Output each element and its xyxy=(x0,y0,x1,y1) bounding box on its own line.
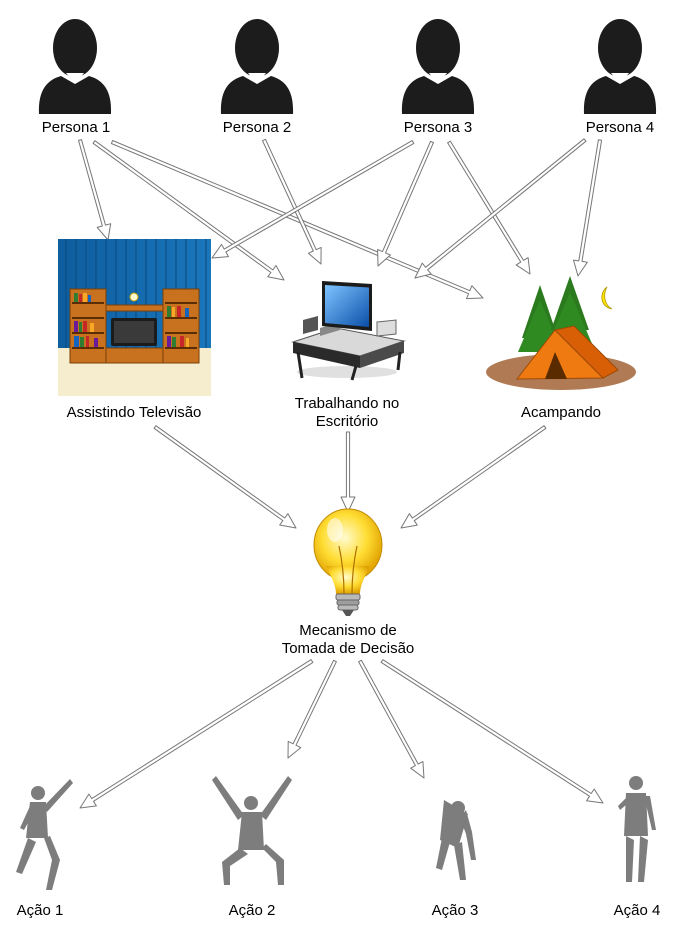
arrow-office-to-decision xyxy=(340,431,356,513)
tv-room-icon xyxy=(58,239,211,396)
edges-layer xyxy=(78,138,604,809)
persona-3-icon xyxy=(401,19,475,114)
arrow-decision-to-a3 xyxy=(358,659,425,779)
light-bulb-icon xyxy=(313,508,383,616)
arrow-decision-to-a1 xyxy=(79,659,314,809)
persona-4-icon xyxy=(583,19,657,114)
context-office-label: Trabalhando no Escritório xyxy=(294,395,400,430)
persona-2-icon xyxy=(220,19,294,114)
action-3-label: Ação 3 xyxy=(431,902,479,919)
persona-1-label: Persona 1 xyxy=(41,119,111,136)
arrow-p3-to-office xyxy=(377,140,434,267)
action-1-label: Ação 1 xyxy=(16,902,64,919)
context-tv-label: Assistindo Televisão xyxy=(66,404,202,421)
arrow-p4-to-camp xyxy=(573,139,603,277)
arrow-decision-to-a2 xyxy=(287,659,337,759)
camping-tent-icon xyxy=(486,276,636,390)
arrow-p1-to-tv xyxy=(78,139,112,241)
arrow-p3-to-camp xyxy=(447,140,531,275)
arrow-p2-to-office xyxy=(262,138,322,265)
action-4-label: Ação 4 xyxy=(613,902,661,919)
computer-desk-icon xyxy=(291,281,406,381)
decision-label: Mecanismo de Tomada de Decisão xyxy=(281,622,415,657)
arrow-tv-to-decision xyxy=(153,425,297,529)
action-2-label: Ação 2 xyxy=(228,902,276,919)
person-bending-icon xyxy=(436,800,476,880)
dancer-pointing-icon xyxy=(16,779,73,890)
arrow-p4-to-office xyxy=(414,138,587,279)
context-camp-label: Acampando xyxy=(520,404,602,421)
persona-2-label: Persona 2 xyxy=(222,119,292,136)
arrow-decision-to-a4 xyxy=(380,659,604,804)
persona-3-label: Persona 3 xyxy=(403,119,473,136)
person-standing-icon xyxy=(618,776,656,882)
dancer-arms-up-icon xyxy=(212,776,292,885)
arrow-p1-to-camp xyxy=(110,140,484,300)
persona-4-label: Persona 4 xyxy=(585,119,655,136)
persona-1-icon xyxy=(38,19,112,114)
arrow-camp-to-decision xyxy=(400,425,547,529)
arrow-p3-to-tv xyxy=(211,140,415,259)
